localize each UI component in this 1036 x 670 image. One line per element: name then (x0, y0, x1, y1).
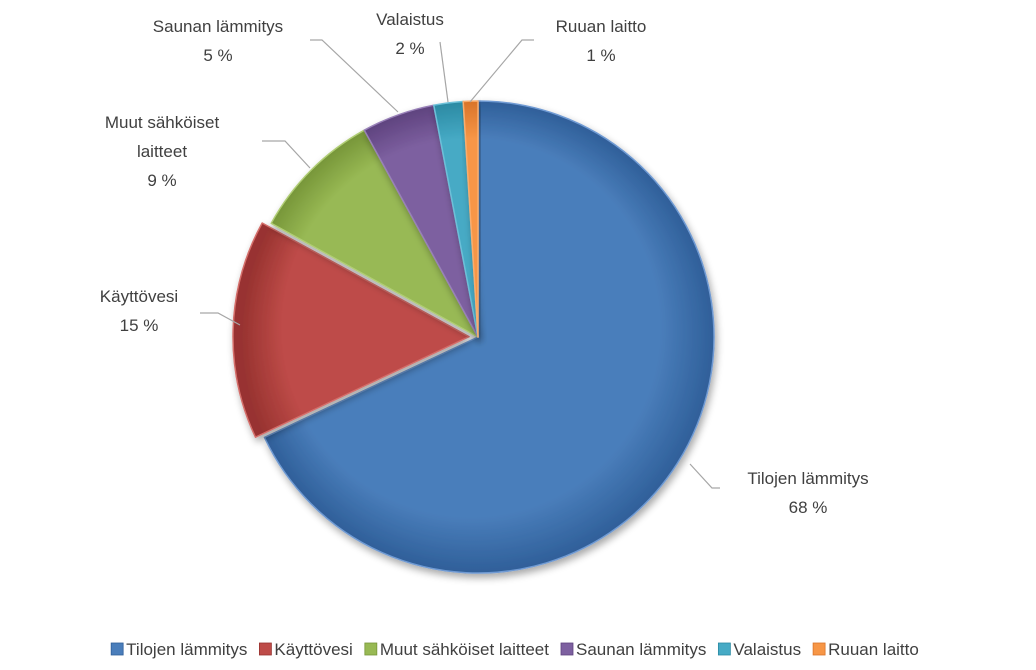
leader-line-saunan-lammitys (310, 39, 399, 113)
legend-label-tilojen-lammitys: Tilojen lämmitys (126, 640, 247, 659)
legend-label-kayttovesi: Käyttövesi (274, 640, 352, 659)
legend-swatch-tilojen-lammitys (110, 642, 124, 656)
legend-swatch-muut-sahkoiset-laitteet (364, 642, 378, 656)
legend-label-valaistus: Valaistus (733, 640, 801, 659)
leader-line-kayttovesi (200, 312, 241, 326)
data-label-saunan-lammitys-0: Saunan lämmitys (153, 17, 283, 36)
leader-lines (200, 39, 720, 489)
data-value-kayttovesi: 15 % (120, 316, 159, 335)
data-label-kayttovesi-0: Käyttövesi (100, 287, 178, 306)
leader-line-tilojen-lammitys (689, 463, 720, 489)
pie-slice-tilojen-lammitys (263, 100, 715, 574)
legend-swatch-kayttovesi (258, 642, 272, 656)
legend-item-tilojen-lammitys: Tilojen lämmitys (110, 640, 247, 659)
data-label-muut-sahkoiset-laitteet-1: laitteet (137, 142, 187, 161)
data-value-ruuan-laitto: 1 % (586, 46, 615, 65)
legend-label-muut-sahkoiset-laitteet: Muut sähköiset laitteet (380, 640, 549, 659)
leader-line-valaistus (439, 41, 449, 103)
leader-line-muut-sahkoiset-laitteet (262, 140, 311, 169)
legend-item-muut-sahkoiset-laitteet: Muut sähköiset laitteet (364, 640, 549, 659)
legend-label-saunan-lammitys: Saunan lämmitys (576, 640, 706, 659)
legend: Tilojen lämmitys Käyttövesi Muut sähköiset… (110, 640, 919, 659)
pie-slice-kayttovesi (232, 222, 470, 438)
data-labels: Tilojen lämmitys 68 % Käyttövesi 15 % Muut s… (100, 10, 869, 517)
legend-label-ruuan-laitto: Ruuan laitto (828, 640, 919, 659)
legend-swatch-saunan-lammitys (560, 642, 574, 656)
data-value-muut-sahkoiset-laitteet: 9 % (147, 171, 176, 190)
legend-swatch-ruuan-laitto (812, 642, 826, 656)
data-label-ruuan-laitto-0: Ruuan laitto (556, 17, 647, 36)
data-label-muut-sahkoiset-laitteet-0: Muut sähköiset (105, 113, 220, 132)
legend-item-valaistus: Valaistus (717, 640, 801, 659)
pie-slices (232, 100, 715, 574)
data-label-tilojen-lammitys-0: Tilojen lämmitys (747, 469, 868, 488)
pie-slice-muut-sahkoiset-laitteet (270, 129, 479, 338)
data-value-saunan-lammitys: 5 % (203, 46, 232, 65)
data-value-tilojen-lammitys: 68 % (789, 498, 828, 517)
legend-item-saunan-lammitys: Saunan lämmitys (560, 640, 706, 659)
leader-line-ruuan-laitto (469, 39, 534, 103)
data-value-valaistus: 2 % (395, 39, 424, 58)
data-label-valaistus-0: Valaistus (376, 10, 444, 29)
legend-item-ruuan-laitto: Ruuan laitto (812, 640, 919, 659)
legend-swatch-valaistus (717, 642, 731, 656)
legend-item-kayttovesi: Käyttövesi (258, 640, 353, 659)
